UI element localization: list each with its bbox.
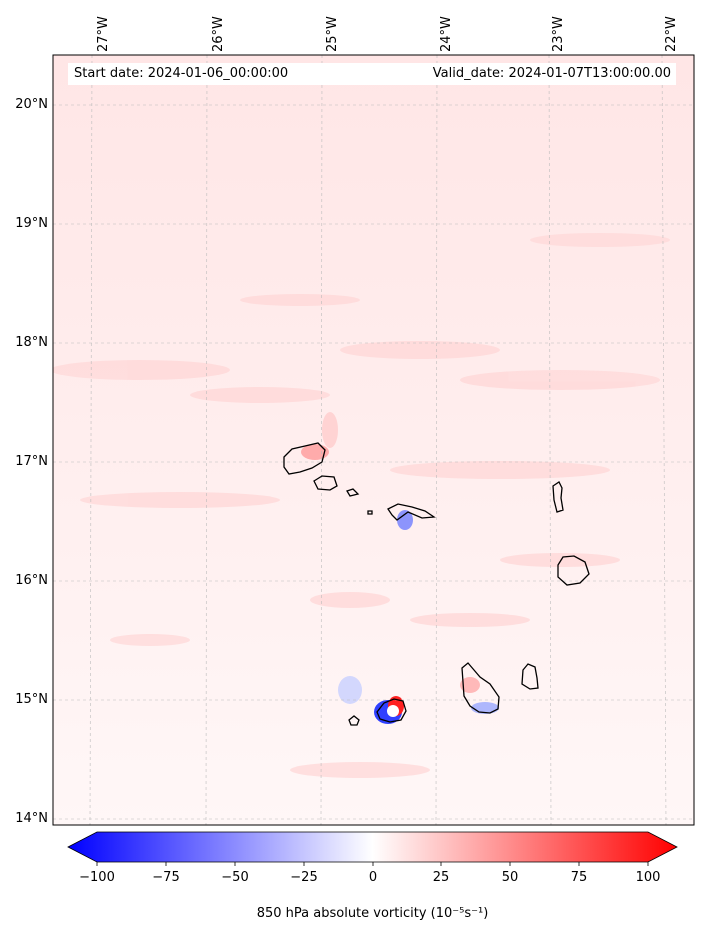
valid-date-text: Valid_date: 2024-01-07T13:00:00.00: [432, 66, 671, 81]
colorbar-tick-label: 100: [635, 870, 661, 885]
date-info-box: [68, 63, 676, 85]
lon-label-22w: 22°W: [664, 16, 679, 52]
santiago-island: [461, 662, 500, 714]
branco-islet: [367, 510, 373, 515]
lat-label-14n: 14°N: [15, 811, 48, 826]
sal-island: [552, 481, 564, 513]
fogo-island: [376, 698, 407, 723]
colorbar-tick-label: −75: [152, 870, 180, 885]
lon-label-26w: 26°W: [211, 16, 226, 52]
lon-label-27w: 27°W: [96, 16, 111, 52]
colorbar-label: 850 hPa absolute vorticity (10⁻⁵s⁻¹): [256, 906, 489, 921]
vorticity-field: [53, 55, 694, 825]
sao-nicolau-island: [387, 503, 436, 521]
maio-island: [521, 663, 539, 690]
map-frame: [52, 54, 695, 826]
lon-label-25w: 25°W: [325, 16, 340, 52]
colorbar-tick-label: −100: [79, 870, 115, 885]
start-date-text: Start date: 2024-01-06_00:00:00: [74, 66, 289, 81]
colorbar-tick-label: 0: [368, 870, 378, 885]
lat-label-15n: 15°N: [15, 692, 48, 707]
boa-vista-island: [557, 555, 590, 586]
colorbar-tick-label: −50: [221, 870, 249, 885]
lat-label-18n: 18°N: [15, 335, 48, 350]
lat-label-19n: 19°N: [15, 216, 48, 231]
colorbar-tick-label: 75: [570, 870, 588, 885]
lon-label-23w: 23°W: [551, 16, 566, 52]
colorbar: [67, 831, 678, 866]
santo-antao-island: [283, 442, 326, 475]
colorbar-tick-label: 25: [432, 870, 450, 885]
lat-label-17n: 17°N: [15, 454, 48, 469]
colorbar-tick-label: −25: [290, 870, 318, 885]
lat-label-16n: 16°N: [15, 573, 48, 588]
sao-vicente-island: [313, 475, 338, 491]
lat-label-20n: 20°N: [15, 97, 48, 112]
brava-island: [348, 715, 360, 726]
santa-luzia-island: [346, 488, 360, 497]
colorbar-tick-label: 50: [501, 870, 519, 885]
lon-label-24w: 24°W: [439, 16, 454, 52]
coastlines: [283, 442, 590, 726]
